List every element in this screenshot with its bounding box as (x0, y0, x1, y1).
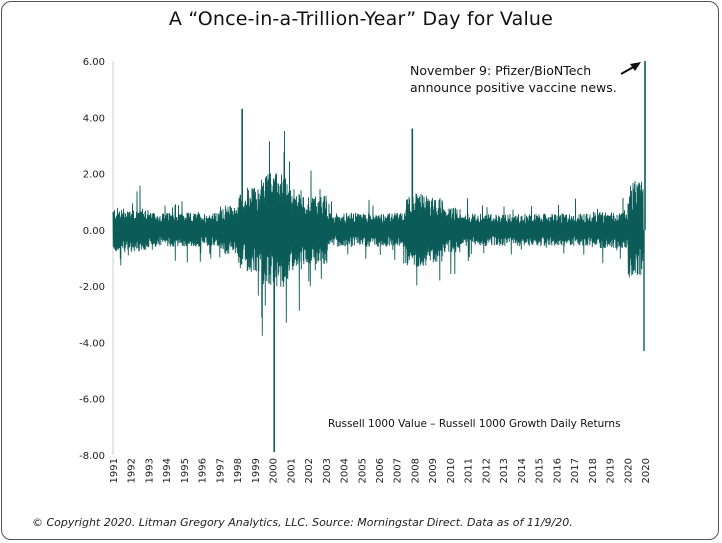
x-tick-label: 1994 (162, 458, 173, 483)
x-tick-label: 1999 (251, 458, 262, 483)
series-area (112, 61, 646, 453)
annotation-arrow-head (630, 62, 641, 71)
x-tick-label: 2007 (393, 458, 404, 483)
y-tick-label: 4.00 (83, 113, 105, 124)
x-tick-label: 2012 (481, 458, 492, 483)
x-tick-label: 1995 (180, 458, 191, 483)
x-tick-label: 1997 (215, 458, 226, 483)
x-tick-label: 2011 (464, 458, 475, 483)
x-tick-label: 1998 (233, 458, 244, 483)
x-tick-label: 2018 (588, 458, 599, 483)
x-tick-label: 2008 (410, 458, 421, 483)
axes: 6.00 4.00 2.00 0.00 -2.00 -4.00 -6.00 -8.00 1991… (79, 57, 652, 483)
x-tick-label: 2001 (286, 458, 297, 483)
x-tick-label: 2013 (499, 458, 510, 483)
x-tick-label: 2017 (570, 458, 581, 483)
x-tick-label: 2000 (269, 458, 280, 483)
y-tick-label: -4.00 (79, 338, 105, 349)
y-tick-label: 0.00 (83, 226, 105, 237)
x-tick-label: 2020 (623, 458, 634, 483)
y-tick-label: 2.00 (83, 170, 105, 181)
x-tick-label: 2002 (304, 458, 315, 483)
annotation-line-2: announce positive vaccine news. (410, 80, 617, 95)
x-tick-label: 2004 (340, 458, 351, 483)
x-tick-label: 2006 (375, 458, 386, 483)
x-tick-label: 2009 (428, 458, 439, 483)
x-tick-label: 1992 (127, 458, 138, 483)
y-tick-label: -8.00 (79, 451, 105, 462)
y-tick-label: -6.00 (79, 395, 105, 406)
x-tick-label: 1993 (144, 458, 155, 483)
x-tick-label: 1991 (109, 458, 120, 483)
annotations: November 9: Pfizer/BioNTech announce pos… (328, 62, 641, 430)
x-tick-label: 2014 (517, 458, 528, 483)
x-tick-label: 2010 (446, 458, 457, 483)
x-tick-label: 2016 (552, 458, 563, 483)
y-tick-label: -2.00 (79, 282, 105, 293)
x-tick-label: 2005 (357, 458, 368, 483)
x-tick-label: 2003 (322, 458, 333, 483)
y-tick-label: 6.00 (83, 57, 105, 68)
series-line (112, 130, 644, 336)
x-tick-label: 2015 (535, 458, 546, 483)
series-label: Russell 1000 Value – Russell 1000 Growth… (328, 418, 621, 430)
x-tick-label: 1996 (198, 458, 209, 483)
x-tick-label: 2019 (606, 458, 617, 483)
footer-source: © Copyright 2020. Litman Gregory Analyti… (32, 516, 573, 529)
chart-title: A “Once-in-a-Trillion-Year” Day for Valu… (168, 8, 554, 30)
x-tick-label: 2020 (641, 458, 652, 483)
annotation-line-1: November 9: Pfizer/BioNTech (410, 63, 591, 78)
